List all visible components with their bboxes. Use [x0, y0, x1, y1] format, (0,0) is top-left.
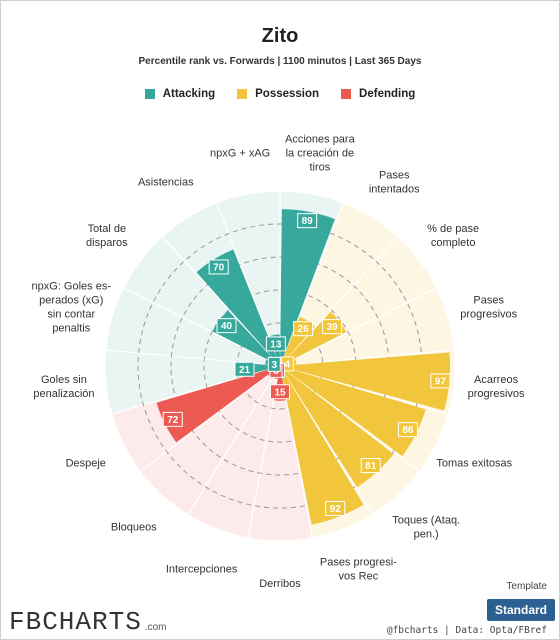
bar-despeje[interactable] — [156, 366, 280, 443]
svg-text:3: 3 — [271, 360, 277, 371]
category-label-pases-progresivos: Pases progresivos — [460, 295, 517, 321]
value-label-derribos: 15 — [270, 384, 290, 400]
sector-bg-npxg-xag — [216, 190, 281, 367]
svg-text:39: 39 — [327, 322, 339, 333]
legend-swatch-attacking — [144, 89, 155, 99]
value-label-npxg-xag: 13 — [265, 336, 286, 352]
fbcharts-logo: FBCHARTS .com — [9, 605, 167, 635]
bar-tomas-exitosas[interactable] — [280, 366, 426, 457]
value-label-tomas-exitosas: 86 — [397, 422, 418, 438]
legend: Attacking Possession Defending — [1, 88, 559, 100]
category-label-pases-intentados: Pases intentados — [369, 170, 420, 196]
svg-text:97: 97 — [435, 376, 447, 387]
legend-swatch-defending — [341, 89, 352, 99]
legend-item-attacking[interactable]: Attacking — [144, 88, 216, 100]
template-label: Template — [506, 581, 547, 592]
category-label-total-de-disparos: Total de disparos — [86, 223, 128, 249]
svg-text:70: 70 — [213, 262, 225, 273]
category-labels: Acciones para la creación de tiros Pases int… — [32, 134, 525, 590]
logo-suffix: .com — [144, 622, 167, 633]
value-label-acciones-para-la-creacion-de-tiros: 89 — [297, 213, 318, 229]
svg-text:81: 81 — [365, 461, 377, 472]
value-label-pases-intentados: 26 — [293, 321, 314, 337]
category-label-de-pase-completo: % de pase completo — [427, 223, 479, 249]
legend-label-attacking: Attacking — [162, 88, 216, 100]
legend-item-possession[interactable]: Possession — [237, 88, 319, 100]
value-label-de-pase-completo: 39 — [322, 319, 343, 335]
svg-text:13: 13 — [270, 339, 282, 350]
category-label-bloqueos: Bloqueos — [111, 521, 157, 533]
logo-wordmark: FBCHARTS — [9, 607, 142, 637]
value-label-despeje: 72 — [162, 411, 183, 427]
svg-text:15: 15 — [274, 387, 286, 398]
data-credit: @fbcharts | Data: Opta/FBref — [386, 625, 547, 636]
category-label-goles-sin-penalizacion: Goles sin penalización — [33, 374, 94, 400]
bar-toques-ataq-pen[interactable] — [280, 366, 394, 488]
value-label-npxg-goles-esperados-xg-sin-contar-penaltis: 3 — [267, 356, 281, 372]
svg-text:26: 26 — [298, 324, 310, 335]
bar-pases-progresivos-rec[interactable] — [280, 366, 364, 525]
category-label-despeje: Despeje — [66, 458, 106, 470]
value-label-asistencias: 70 — [208, 259, 229, 275]
category-label-pases-progresivos-rec: Pases progresi-vos Rec — [320, 556, 397, 582]
category-label-toques-ataq-pen: Toques (Ataq. pen.) — [392, 514, 460, 540]
value-label-pases-progresivos-rec: 92 — [325, 500, 346, 516]
svg-text:21: 21 — [239, 365, 251, 376]
value-labels: 892639497868192152372213407013 — [162, 213, 451, 516]
category-label-acarreos-progresivos: Acarreos progresivos — [468, 374, 525, 400]
category-label-npxg-goles-esperados-xg-sin-contar-penaltis: npxG: Goles es-perados (xG) sin contar pen… — [32, 281, 112, 335]
polar-chart: 892639497868192152372213407013 Acciones … — [32, 134, 525, 590]
category-label-npxg-xag: npxG + xAG — [210, 148, 270, 160]
svg-text:89: 89 — [302, 216, 314, 227]
svg-text:92: 92 — [330, 504, 342, 515]
template-select-button[interactable]: Standard — [487, 599, 555, 621]
value-label-total-de-disparos: 40 — [216, 318, 237, 334]
legend-swatch-possession — [237, 89, 248, 99]
category-label-derribos: Derribos — [259, 578, 301, 590]
value-label-goles-sin-penalizacion: 21 — [234, 361, 255, 377]
bar-acarreos-progresivos[interactable] — [280, 352, 451, 411]
svg-text:72: 72 — [167, 415, 179, 426]
chart-title: Zito — [261, 25, 299, 47]
bar-asistencias[interactable] — [196, 249, 280, 366]
legend-label-defending: Defending — [359, 88, 416, 100]
value-label-acarreos-progresivos: 97 — [430, 373, 451, 389]
value-label-toques-ataq-pen: 81 — [360, 458, 381, 474]
chart-subtitle: Percentile rank vs. Forwards | 1100 minu… — [138, 56, 422, 67]
legend-item-defending[interactable]: Defending — [341, 88, 415, 100]
category-label-acciones-para-la-creacion-de-tiros: Acciones para la creación de tiros — [285, 134, 356, 174]
category-label-intercepciones: Intercepciones — [166, 563, 238, 575]
svg-text:86: 86 — [402, 425, 414, 436]
legend-label-possession: Possession — [255, 88, 320, 100]
category-label-asistencias: Asistencias — [138, 177, 194, 189]
category-label-tomas-exitosas: Tomas exitosas — [436, 458, 512, 470]
svg-text:40: 40 — [221, 321, 233, 332]
svg-text:4: 4 — [285, 359, 291, 370]
